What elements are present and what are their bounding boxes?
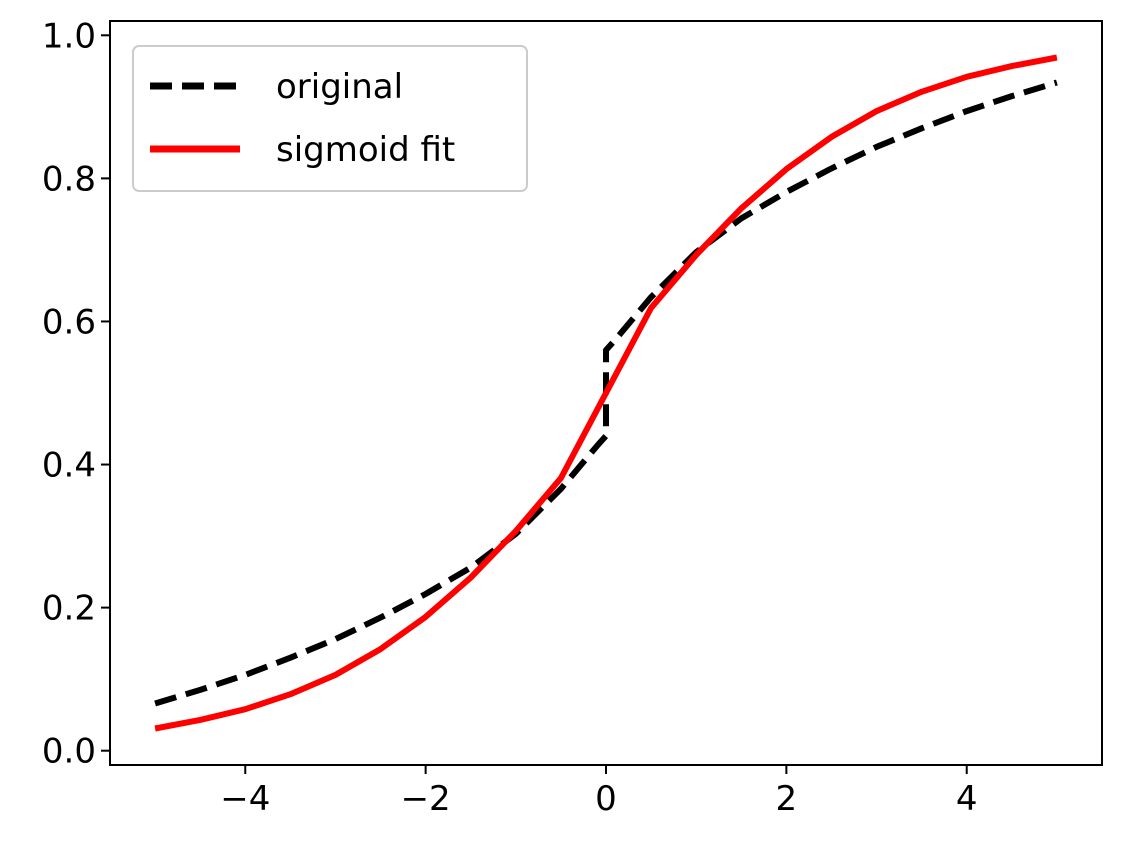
legend-label-sigmoid-fit: sigmoid fit xyxy=(276,130,455,170)
y-tick-label: 0.4 xyxy=(42,446,96,486)
y-tick-label: 0.0 xyxy=(42,732,96,772)
y-tick-label: 0.8 xyxy=(42,159,96,199)
legend-box xyxy=(132,45,528,192)
y-tick-label: 0.2 xyxy=(42,589,96,629)
legend-label-original: original xyxy=(276,67,403,107)
x-tick-label: −2 xyxy=(401,779,451,819)
x-tick-label: 2 xyxy=(776,779,798,819)
x-axis: −4 −2 0 2 4 xyxy=(220,765,978,819)
legend: original sigmoid fit xyxy=(132,45,528,192)
y-tick-label: 1.0 xyxy=(42,16,96,56)
x-tick-label: −4 xyxy=(220,779,270,819)
x-tick-label: 4 xyxy=(956,779,978,819)
y-axis: 0.0 0.2 0.4 0.6 0.8 1.0 xyxy=(42,16,110,772)
series-lines xyxy=(154,54,1058,732)
series-line-sigmoid-fit xyxy=(154,54,1058,732)
y-tick-label: 0.6 xyxy=(42,302,96,342)
x-tick-label: 0 xyxy=(595,779,617,819)
